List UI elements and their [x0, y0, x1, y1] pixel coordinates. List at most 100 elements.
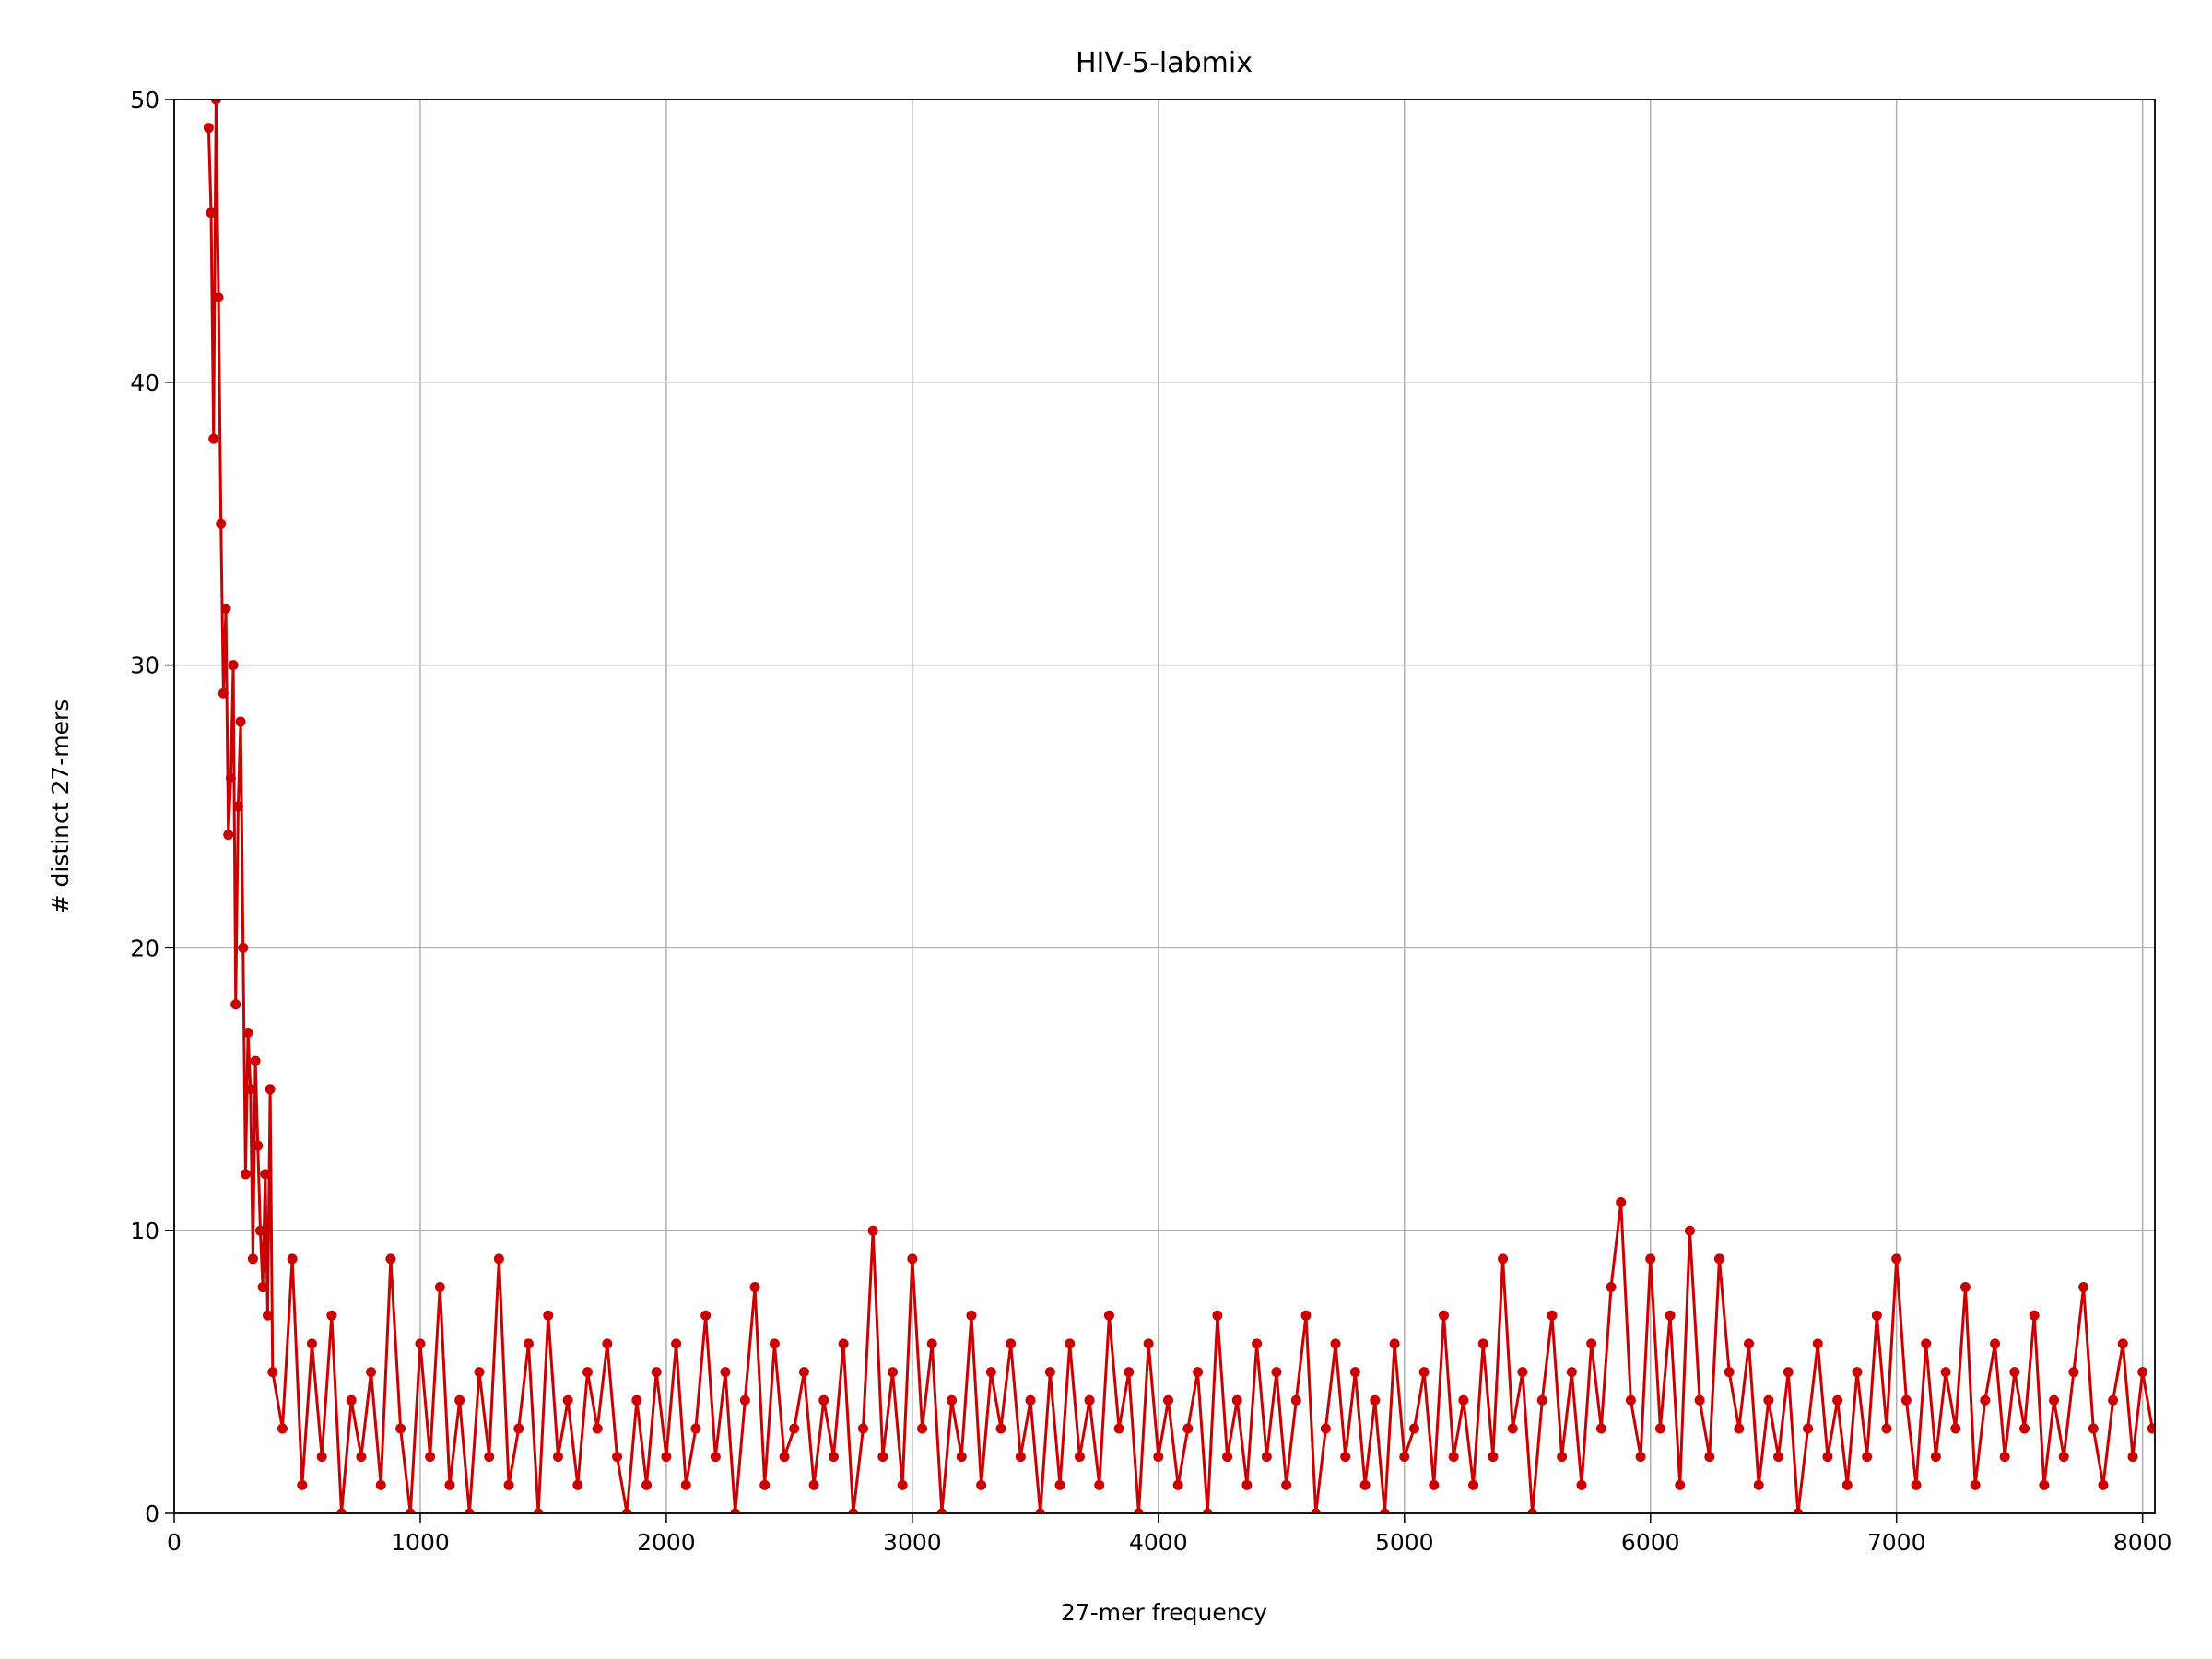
data-point — [1635, 1452, 1646, 1463]
data-point — [1124, 1367, 1135, 1378]
plot-frame — [173, 99, 2156, 1514]
data-point — [651, 1367, 662, 1378]
data-point — [1999, 1452, 2010, 1463]
data-point — [1143, 1338, 1154, 1349]
data-point — [267, 1367, 278, 1378]
data-point — [1940, 1367, 1951, 1378]
data-point — [1595, 1423, 1606, 1434]
data-point — [1891, 1253, 1902, 1265]
data-point — [1103, 1310, 1114, 1321]
data-point — [641, 1479, 653, 1490]
data-point — [1959, 1282, 1971, 1293]
data-point — [1744, 1338, 1755, 1349]
data-point — [907, 1253, 918, 1265]
data-point — [1625, 1394, 1636, 1406]
data-point — [2088, 1423, 2099, 1434]
data-point — [484, 1452, 495, 1463]
data-point — [1281, 1479, 1292, 1490]
data-point — [1438, 1310, 1449, 1321]
data-point — [1547, 1310, 1558, 1321]
data-point — [245, 1084, 256, 1095]
x-tick-label: 0 — [167, 1529, 182, 1556]
data-point — [1527, 1508, 1538, 1513]
data-point — [405, 1508, 416, 1513]
data-point — [1812, 1338, 1823, 1349]
data-point — [1311, 1508, 1322, 1513]
data-point — [1477, 1338, 1488, 1349]
data-point — [789, 1423, 800, 1434]
data-point — [690, 1423, 701, 1434]
data-point — [254, 1225, 265, 1236]
data-point — [1054, 1479, 1065, 1490]
data-point — [848, 1508, 859, 1513]
x-tick-label: 2000 — [637, 1529, 696, 1556]
data-point — [1557, 1452, 1568, 1463]
data-point — [1606, 1282, 1617, 1293]
data-point — [1370, 1394, 1381, 1406]
data-point — [287, 1253, 298, 1265]
data-point — [867, 1225, 878, 1236]
data-point — [356, 1452, 367, 1463]
data-point — [1330, 1338, 1341, 1349]
data-point — [552, 1452, 563, 1463]
data-point — [1252, 1338, 1263, 1349]
data-point — [2049, 1394, 2060, 1406]
data-point — [1980, 1394, 1991, 1406]
data-point — [1163, 1394, 1174, 1406]
data-point — [208, 433, 219, 444]
data-point — [1793, 1508, 1804, 1513]
data-point — [1921, 1338, 1932, 1349]
data-point — [680, 1479, 691, 1490]
data-point — [276, 1423, 288, 1434]
data-point — [1408, 1423, 1419, 1434]
data-point — [533, 1508, 544, 1513]
data-point — [700, 1310, 712, 1321]
data-point — [1841, 1479, 1853, 1490]
data-point — [828, 1452, 839, 1463]
data-point — [936, 1508, 947, 1513]
data-point — [2029, 1310, 2040, 1321]
x-tick-label: 7000 — [1867, 1529, 1926, 1556]
data-point — [1389, 1338, 1400, 1349]
data-point — [326, 1310, 337, 1321]
data-point — [1576, 1479, 1587, 1490]
data-point — [730, 1508, 741, 1513]
data-point — [1006, 1338, 1017, 1349]
data-point — [1616, 1197, 1627, 1208]
data-point — [2068, 1367, 2079, 1378]
data-point — [1153, 1452, 1164, 1463]
data-point — [602, 1338, 613, 1349]
data-point — [759, 1479, 771, 1490]
y-tick-label: 20 — [130, 935, 159, 961]
data-point — [888, 1367, 899, 1378]
x-tick-label: 1000 — [391, 1529, 450, 1556]
data-point — [1025, 1394, 1036, 1406]
data-point — [385, 1253, 396, 1265]
data-point — [2078, 1282, 2089, 1293]
data-point — [415, 1338, 426, 1349]
data-point — [1852, 1367, 1863, 1378]
data-point — [1930, 1452, 1941, 1463]
data-point — [260, 1169, 271, 1180]
data-point — [1429, 1479, 1440, 1490]
data-point — [1113, 1423, 1124, 1434]
data-point — [710, 1452, 721, 1463]
data-point — [661, 1452, 672, 1463]
x-tick-label: 3000 — [883, 1529, 942, 1556]
data-point — [739, 1394, 750, 1406]
data-point — [1900, 1394, 1912, 1406]
data-point — [1773, 1452, 1784, 1463]
y-tick-label: 0 — [145, 1500, 159, 1527]
y-tick-label: 40 — [130, 370, 159, 396]
data-point — [265, 1084, 276, 1095]
data-point — [1340, 1452, 1351, 1463]
data-point — [1035, 1508, 1046, 1513]
data-point — [503, 1479, 514, 1490]
data-point — [228, 660, 239, 671]
x-tick-label: 5000 — [1375, 1529, 1434, 1556]
data-point — [203, 123, 214, 134]
y-tick-label: 50 — [130, 87, 159, 113]
data-point — [1182, 1423, 1194, 1434]
